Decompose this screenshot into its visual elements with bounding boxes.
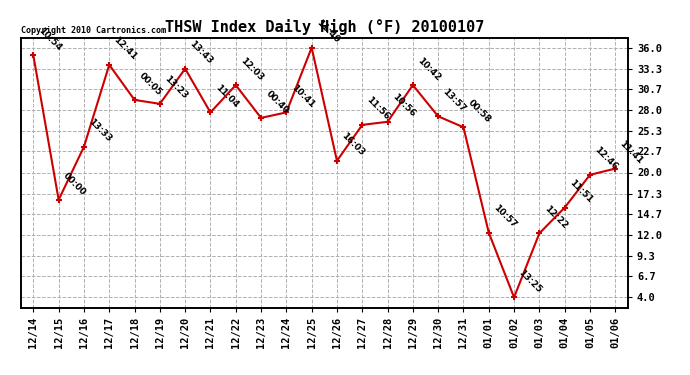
Text: 11:51: 11:51 — [567, 178, 594, 205]
Text: 00:05: 00:05 — [137, 71, 164, 97]
Text: 16:03: 16:03 — [339, 132, 366, 158]
Title: THSW Index Daily High (°F) 20100107: THSW Index Daily High (°F) 20100107 — [165, 19, 484, 35]
Text: 11:41: 11:41 — [618, 139, 644, 166]
Text: 13:43: 13:43 — [188, 39, 215, 66]
Text: 00:00: 00:00 — [61, 171, 88, 197]
Text: 11:04: 11:04 — [213, 83, 240, 110]
Text: 13:33: 13:33 — [87, 117, 113, 144]
Text: 00:58: 00:58 — [466, 98, 493, 124]
Text: Copyright 2010 Cartronics.com: Copyright 2010 Cartronics.com — [21, 26, 166, 35]
Text: 12:03: 12:03 — [239, 56, 265, 82]
Text: 10:56: 10:56 — [391, 93, 417, 119]
Text: 00:40: 00:40 — [264, 88, 290, 115]
Text: 13:23: 13:23 — [163, 75, 189, 101]
Text: 12:41: 12:41 — [112, 35, 139, 62]
Text: 12:22: 12:22 — [542, 204, 569, 231]
Text: 13:25: 13:25 — [517, 268, 544, 295]
Text: 10:41: 10:41 — [289, 83, 316, 110]
Text: 10:57: 10:57 — [491, 203, 518, 230]
Text: 10:54: 10:54 — [36, 26, 63, 53]
Text: 11:40: 11:40 — [315, 18, 341, 45]
Text: 11:56: 11:56 — [365, 96, 392, 122]
Text: 10:42: 10:42 — [415, 56, 442, 82]
Text: 12:46: 12:46 — [593, 146, 620, 172]
Text: 13:57: 13:57 — [441, 87, 468, 114]
